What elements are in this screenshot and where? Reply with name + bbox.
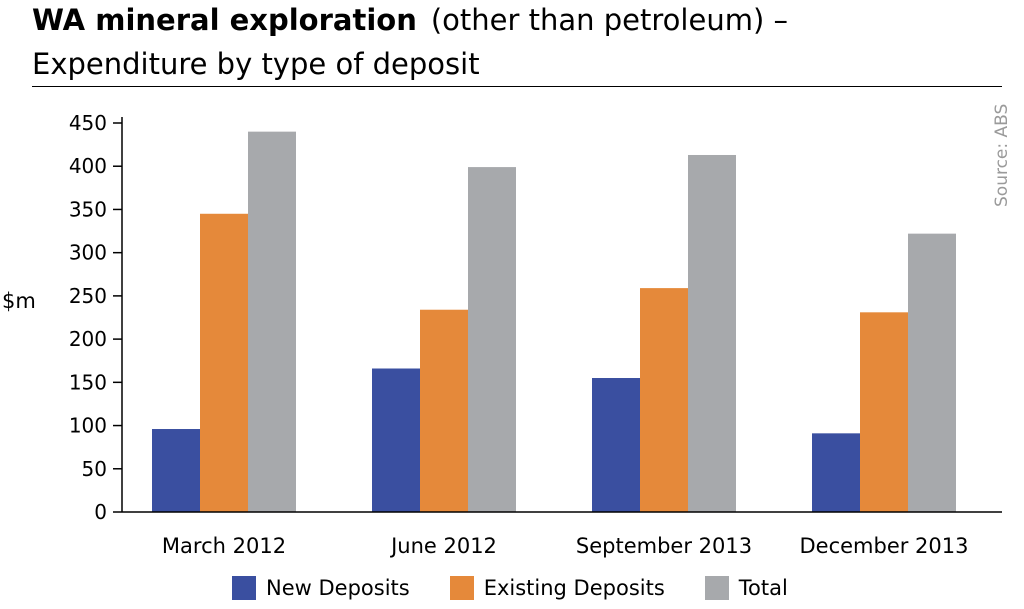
legend-item-new-deposits: New Deposits	[232, 576, 410, 600]
x-tick-label: December 2013	[799, 534, 968, 558]
bar-new-deposits	[812, 433, 860, 512]
title-divider	[32, 86, 1002, 87]
bar-new-deposits	[372, 368, 420, 512]
y-tick-label: 250	[69, 284, 107, 308]
title-rest-text: (other than petroleum) –	[430, 3, 788, 37]
bar-existing-deposits	[860, 312, 908, 512]
x-tick-label: March 2012	[162, 534, 286, 558]
legend-swatch-total	[704, 576, 729, 600]
bar-existing-deposits	[640, 288, 688, 512]
chart-title: WA mineral exploration (other than petrol…	[32, 2, 1002, 82]
y-tick-label: 450	[69, 111, 107, 135]
x-tick-label: September 2013	[576, 534, 752, 558]
legend-label-total: Total	[738, 576, 788, 600]
title-line2-text: Expenditure by type of deposit	[32, 47, 480, 81]
bar-existing-deposits	[200, 213, 248, 512]
y-tick-label: 100	[69, 414, 107, 438]
y-tick-label: 150	[69, 370, 107, 394]
bar-total	[688, 154, 736, 513]
y-tick-label: 200	[69, 327, 107, 351]
bar-new-deposits	[152, 429, 200, 512]
legend-label-existing-deposits: Existing Deposits	[483, 576, 665, 600]
bar-existing-deposits	[420, 309, 468, 512]
y-tick-label: 350	[69, 197, 107, 221]
bar-total	[908, 233, 956, 512]
legend: New Deposits Existing Deposits Total	[232, 576, 828, 600]
legend-swatch-existing-deposits	[449, 576, 474, 600]
y-tick-label: 0	[94, 500, 107, 524]
legend-item-total: Total	[704, 576, 788, 600]
y-axis-label: $m	[2, 289, 36, 313]
y-tick-label: 400	[69, 154, 107, 178]
bar-new-deposits	[592, 378, 640, 512]
legend-label-new-deposits: New Deposits	[266, 576, 410, 600]
legend-item-existing-deposits: Existing Deposits	[449, 576, 665, 600]
bar-total	[248, 131, 296, 512]
x-tick-label: June 2012	[389, 534, 497, 558]
bar-total	[468, 167, 516, 512]
y-tick-label: 300	[69, 241, 107, 265]
y-tick-label: 50	[82, 457, 107, 481]
legend-swatch-new-deposits	[232, 576, 256, 600]
title-bold-text: WA mineral exploration	[32, 3, 417, 37]
